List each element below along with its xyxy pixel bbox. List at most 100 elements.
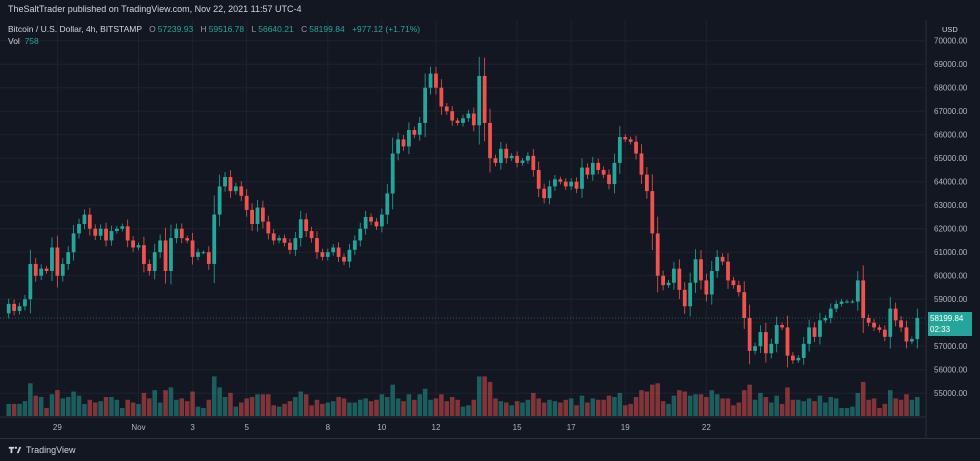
volume-bar	[844, 408, 850, 416]
volume-bar	[671, 395, 677, 416]
volume-bar	[812, 401, 817, 416]
x-tick-label: 12	[432, 423, 441, 432]
candle-body	[28, 263, 33, 300]
volume-bar	[731, 405, 736, 416]
y-tick-label: 68000.00	[934, 84, 968, 93]
candle-body	[888, 308, 893, 337]
volume-bar	[22, 401, 28, 416]
volume-bar	[882, 403, 888, 416]
volume-bar	[736, 402, 742, 416]
volume-bar	[271, 405, 276, 416]
volume-bar	[87, 399, 93, 416]
price-axis-background	[926, 20, 980, 438]
volume-bar	[195, 406, 201, 416]
candle-body	[785, 327, 790, 356]
volume-bar	[363, 398, 368, 416]
candle-body	[390, 153, 395, 194]
candle-body	[104, 228, 108, 241]
candle-body	[672, 268, 676, 283]
y-tick-label: 69000.00	[934, 60, 968, 69]
volume-bar	[347, 402, 352, 416]
candle-body	[304, 219, 309, 232]
candle-body	[136, 245, 141, 248]
candle-body	[428, 73, 433, 88]
candle-body	[845, 301, 849, 303]
candle-body	[731, 280, 736, 286]
volume-bar	[887, 390, 893, 416]
candle-body	[185, 238, 190, 241]
candle-body	[639, 153, 644, 175]
candle-body	[477, 75, 482, 126]
volume-bar	[612, 397, 617, 416]
volume-bar	[217, 387, 222, 416]
candle-body	[87, 214, 92, 229]
time-axis-labels: 29 Nov 3 5 8 10 12 15 17 19 22	[53, 423, 711, 432]
volume-bar	[904, 394, 909, 416]
volume-bar	[601, 399, 606, 416]
volume-bar	[595, 399, 601, 416]
candle-body	[855, 280, 860, 302]
candle-body	[50, 247, 54, 271]
candle-body	[736, 285, 741, 293]
candle-body	[60, 263, 65, 276]
y-tick-label: 60000.00	[934, 272, 968, 281]
volume-bar	[741, 390, 747, 416]
candle-body	[77, 224, 81, 234]
candle-body	[169, 238, 173, 271]
volume-bar	[276, 406, 282, 416]
candle-body	[807, 327, 812, 344]
candle-body	[369, 216, 373, 222]
volume-bar	[336, 397, 341, 416]
y-tick-label: 61000.00	[934, 248, 968, 257]
volume-bar	[125, 399, 130, 416]
x-tick-label: 8	[326, 423, 331, 432]
volume-bar	[49, 394, 55, 416]
volume-bar	[698, 394, 704, 416]
volume-bar	[541, 402, 547, 416]
volume-bar	[357, 399, 363, 416]
candle-body	[709, 271, 714, 295]
volume-bar	[568, 398, 574, 416]
candle-body	[893, 308, 898, 321]
candle-body	[239, 186, 244, 196]
volume-layer	[6, 376, 920, 416]
volume-bar	[184, 401, 190, 416]
candle-body	[342, 256, 346, 262]
volume-bar	[287, 401, 293, 416]
volume-bar	[266, 394, 271, 416]
volume-bar	[758, 392, 763, 416]
volume-bar	[725, 398, 731, 416]
volume-bar	[466, 405, 471, 416]
volume-bar	[168, 387, 174, 416]
candle-body	[320, 252, 325, 257]
volume-bar	[660, 401, 666, 416]
candle-body	[277, 238, 282, 241]
volume-bar	[585, 402, 590, 416]
volume-bar	[552, 401, 558, 416]
candle-body	[769, 343, 774, 354]
ohlc-legend: Bitcoin / U.S. Dollar, 4h, BITSTAMP O 572…	[8, 24, 425, 34]
volume-bar	[71, 391, 76, 416]
volume-bar	[563, 399, 569, 416]
candle-body	[233, 186, 238, 192]
tradingview-brand[interactable]: TradingView	[8, 445, 76, 455]
volume-bar	[855, 392, 861, 416]
volume-bar	[341, 398, 347, 416]
candle-body	[612, 162, 617, 185]
volume-bar	[677, 390, 682, 416]
candle-body	[244, 195, 249, 210]
candle-body	[569, 181, 574, 187]
candle-body	[726, 261, 730, 281]
volume-bar	[871, 398, 877, 416]
y-tick-label: 55000.00	[934, 389, 968, 398]
volume-bar	[514, 401, 520, 416]
volume-bar	[547, 399, 552, 416]
currency-label[interactable]: USD	[942, 25, 958, 34]
candle-body	[379, 214, 384, 227]
candle-body	[163, 240, 168, 271]
candle-body	[493, 158, 498, 163]
candle-body	[114, 228, 119, 232]
candle-body	[293, 238, 298, 250]
high-label: H	[200, 24, 207, 34]
